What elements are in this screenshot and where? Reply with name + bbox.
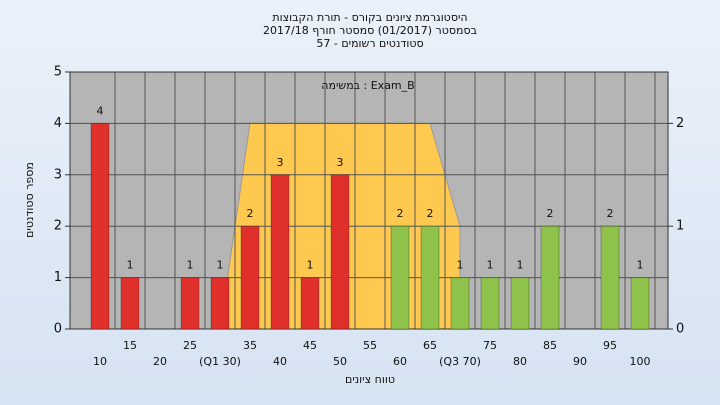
bar — [420, 225, 440, 330]
y2-tick-label: 1 — [676, 219, 684, 234]
x-tick-label: 90 — [573, 355, 587, 368]
data-label: 1 — [487, 259, 494, 272]
bar — [630, 277, 650, 330]
chart-title: היסטוגרמת ציונים בקורס - תורת הקבוצות — [272, 11, 467, 24]
bar — [120, 277, 140, 330]
bar — [390, 225, 410, 330]
data-label: 3 — [277, 156, 284, 169]
x-tick-label: 100 — [630, 355, 651, 368]
data-label: 1 — [307, 259, 314, 272]
data-label: 3 — [337, 156, 344, 169]
plot-frame — [69, 71, 669, 330]
y-tick-label: 0 — [54, 322, 62, 337]
data-label: 2 — [397, 207, 404, 220]
data-label: 2 — [547, 207, 554, 220]
chart-subtitle: בסמסטר (01/2017) סמסטר חורף 2017/18 — [263, 24, 477, 37]
bar — [270, 174, 290, 330]
x-tick-label: (Q3 70) — [439, 355, 481, 368]
x-tick-label: 80 — [513, 355, 527, 368]
x-tick-label: 65 — [423, 339, 437, 352]
x-tick-label: 15 — [123, 339, 137, 352]
x-tick-label: 60 — [393, 355, 407, 368]
annotation: במשימה : Exam_B — [321, 79, 414, 92]
data-label: 1 — [217, 259, 224, 272]
y2-tick-label: 0 — [676, 322, 684, 337]
x-axis-label: טווח ציונים — [345, 373, 395, 386]
bar — [210, 277, 230, 330]
y-tick-label: 1 — [54, 270, 62, 285]
data-label: 2 — [247, 207, 254, 220]
x-tick-label: 40 — [273, 355, 287, 368]
bar — [330, 174, 350, 330]
bar — [510, 277, 530, 330]
data-label: 1 — [187, 259, 194, 272]
y-tick-label: 2 — [54, 219, 62, 234]
y-tick-label: 3 — [54, 167, 62, 182]
data-label: 2 — [607, 207, 614, 220]
bar — [300, 277, 320, 330]
x-tick-label: 85 — [543, 339, 557, 352]
y-axis-label: מספר סטודנטים — [23, 162, 36, 238]
data-label: 2 — [427, 207, 434, 220]
y-tick-label: 5 — [54, 65, 62, 80]
bar — [90, 122, 110, 330]
x-tick-label: 25 — [183, 339, 197, 352]
y2-tick-label: 2 — [676, 116, 684, 131]
x-tick-label: 35 — [243, 339, 257, 352]
data-label: 1 — [457, 259, 464, 272]
x-tick-label: 95 — [603, 339, 617, 352]
bar — [450, 277, 470, 330]
x-tick-label: 10 — [93, 355, 107, 368]
x-tick-label: 55 — [363, 339, 377, 352]
bar — [480, 277, 500, 330]
y-tick-label: 4 — [54, 116, 62, 131]
x-tick-label: 20 — [153, 355, 167, 368]
data-label: 1 — [517, 259, 524, 272]
chart-subtitle: סטודנטים רשומים - 57 — [316, 37, 423, 50]
x-tick-label: 75 — [483, 339, 497, 352]
x-tick-label: 45 — [303, 339, 317, 352]
x-tick-label: (Q1 30) — [199, 355, 241, 368]
bar — [540, 225, 560, 330]
data-label: 4 — [97, 104, 104, 117]
data-label: 1 — [127, 259, 134, 272]
bar — [240, 225, 260, 330]
bar — [600, 225, 620, 330]
x-tick-label: 50 — [333, 355, 347, 368]
data-label: 1 — [637, 259, 644, 272]
bar — [180, 277, 200, 330]
